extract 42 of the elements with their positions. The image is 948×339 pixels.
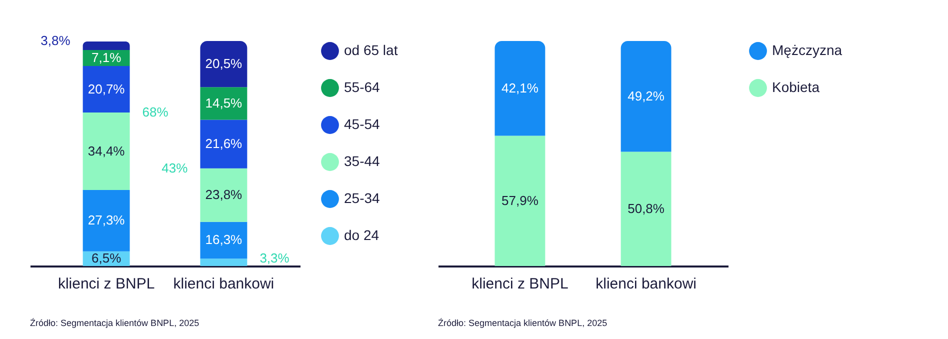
x-tick-label: klienci z BNPL xyxy=(472,276,568,292)
legend-label: od 65 lat xyxy=(344,42,398,58)
legend-label: do 24 xyxy=(344,227,380,243)
x-tick-label: klienci z BNPL xyxy=(58,276,155,292)
annotation: 68% xyxy=(142,104,169,120)
data-label: 57,9% xyxy=(502,192,539,208)
data-label: 6,5% xyxy=(91,250,122,266)
data-label: 50,8% xyxy=(628,200,665,216)
legend-label: 25-34 xyxy=(344,190,380,206)
data-label: 20,5% xyxy=(205,56,243,72)
data-label: 23,8% xyxy=(205,187,243,202)
data-label: 42,1% xyxy=(502,80,539,96)
bar xyxy=(200,41,248,88)
data-label: 21,6% xyxy=(205,136,243,152)
bar xyxy=(200,258,248,266)
x-tick-label: klienci bankowi xyxy=(173,276,274,292)
bar xyxy=(200,87,248,120)
legend-label: 45-54 xyxy=(344,116,380,132)
data-label: 20,7% xyxy=(88,81,126,96)
data-label: 27,3% xyxy=(88,212,126,228)
x-tick-label: klienci bankowi xyxy=(596,276,696,292)
bar xyxy=(200,168,248,222)
annotation: 3,3% xyxy=(260,250,290,266)
legend-label: Kobieta xyxy=(772,79,820,95)
text: Źródło: Segmentacja klientów BNPL, 2025 xyxy=(438,318,608,328)
bar xyxy=(82,66,130,113)
legend-label: 55-64 xyxy=(344,79,380,95)
annotation: 3,8% xyxy=(40,33,71,48)
data-label: 16,3% xyxy=(205,232,243,248)
legend-label: Mężczyzna xyxy=(772,42,842,58)
bar xyxy=(200,120,248,168)
bar xyxy=(82,190,130,252)
bar xyxy=(82,41,130,50)
data-label: 7,1% xyxy=(91,50,122,65)
data-label: 34,4% xyxy=(88,143,126,158)
bar xyxy=(82,112,130,190)
data-label: 14,5% xyxy=(205,95,243,110)
legend-label: 35-44 xyxy=(344,153,380,169)
bar xyxy=(200,222,248,259)
text: Źródło: Segmentacja klientów BNPL, 2025 xyxy=(30,318,200,328)
annotation: 43% xyxy=(162,160,188,176)
data-label: 49,2% xyxy=(628,88,665,104)
